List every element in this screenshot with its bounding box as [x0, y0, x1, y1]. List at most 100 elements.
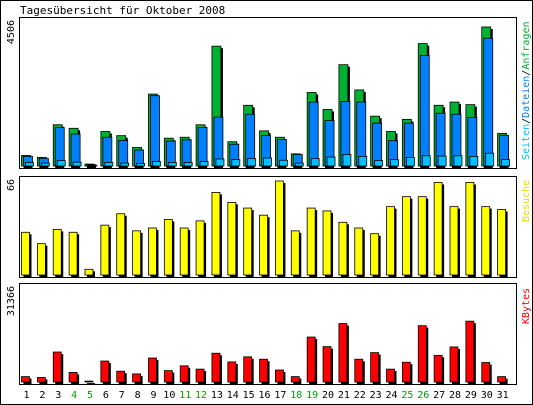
- kbytes-bar: [243, 356, 253, 383]
- visits-bar: [36, 243, 46, 276]
- hits-bar-shadow: [86, 166, 96, 168]
- pages-bar: [56, 160, 66, 167]
- visits-bar: [417, 196, 427, 276]
- kbytes-bar: [401, 361, 411, 383]
- kbytes-bar: [116, 370, 126, 383]
- kbytes-bar: [227, 361, 237, 383]
- kbytes-panel: 31366 KBytes: [6, 283, 532, 385]
- kbytes-bar: [417, 325, 427, 383]
- day-label: 25: [401, 390, 413, 401]
- pages-bar: [25, 162, 34, 167]
- pages-bar: [231, 159, 241, 167]
- pages-bar: [120, 162, 130, 167]
- visits-bar: [259, 214, 268, 276]
- legend-part: /: [521, 118, 532, 124]
- pages-bar: [279, 159, 288, 167]
- kbytes-bars: [21, 320, 508, 384]
- visits-bar: [465, 182, 475, 276]
- day-label: 18: [290, 390, 302, 401]
- pages-bar: [405, 156, 415, 167]
- pages-bar: [167, 162, 177, 167]
- day-label: 12: [195, 390, 207, 401]
- kbytes-bar: [259, 358, 268, 383]
- requests-legend: Seiten/Dateien/Anfragen: [521, 21, 532, 160]
- day-label: 10: [163, 390, 175, 401]
- visits-bar: [449, 206, 459, 276]
- pages-bar: [104, 162, 114, 167]
- kbytes-bar: [386, 368, 395, 383]
- kbytes-bar: [481, 362, 491, 383]
- day-label: 17: [274, 390, 286, 401]
- pages-bar: [199, 161, 209, 167]
- visits-bar: [211, 191, 221, 276]
- pages-bar: [501, 159, 511, 167]
- kbytes-bar: [306, 336, 316, 383]
- pages-bar: [342, 154, 352, 167]
- kbytes-bar: [68, 372, 78, 383]
- pages-bar: [485, 152, 495, 167]
- kbytes-bar: [338, 323, 348, 383]
- day-label: 21: [338, 390, 350, 401]
- day-label: 26: [417, 390, 429, 401]
- files-bar: [102, 136, 113, 167]
- day-label: 23: [370, 390, 382, 401]
- requests-bars: [21, 26, 511, 169]
- visits-bar: [179, 227, 189, 276]
- day-label: 3: [55, 390, 61, 401]
- pages-bar: [358, 156, 368, 167]
- files-bar: [197, 127, 208, 167]
- files-bar: [150, 95, 160, 167]
- pages-bar: [263, 157, 272, 167]
- day-label: 19: [306, 390, 318, 401]
- legend-part: Dateien: [521, 76, 532, 118]
- visits-bars: [21, 180, 508, 277]
- kbytes-axis-max-label: 31366: [6, 286, 17, 316]
- visits-bar: [243, 207, 253, 276]
- files-bar: [372, 122, 383, 167]
- visits-bar: [275, 180, 284, 276]
- visits-bar: [163, 219, 173, 276]
- pages-bar: [469, 156, 479, 167]
- pages-bar: [136, 163, 145, 167]
- visits-bar: [21, 231, 30, 276]
- requests-axis-max-label: 4506: [6, 20, 17, 44]
- visits-bar: [290, 230, 300, 276]
- day-label: 27: [433, 390, 445, 401]
- kbytes-bar: [100, 360, 110, 383]
- pages-bar: [374, 160, 384, 167]
- day-label: 11: [179, 390, 191, 401]
- kbytes-bar: [354, 358, 364, 383]
- kbytes-bar: [370, 352, 380, 383]
- kbytes-bar: [449, 346, 459, 383]
- visits-bar: [338, 221, 348, 276]
- kbytes-bar: [148, 357, 157, 383]
- visits-bar: [100, 224, 110, 276]
- kbytes-bar: [163, 370, 173, 383]
- day-label: 14: [227, 390, 239, 401]
- kbytes-bar: [21, 376, 30, 383]
- visits-bar: [433, 182, 443, 276]
- chart-title: Tagesübersicht für Oktober 2008: [20, 4, 225, 17]
- legend-part: Anfragen: [521, 21, 532, 69]
- day-label: 2: [39, 390, 45, 401]
- legend-part: Seiten: [521, 124, 532, 160]
- visits-bar: [227, 201, 237, 276]
- day-label: 29: [465, 390, 477, 401]
- pages-bar: [437, 155, 447, 167]
- visits-bar: [84, 268, 94, 276]
- pages-bar: [294, 162, 304, 167]
- pages-bar: [183, 162, 193, 167]
- day-label: 5: [87, 390, 93, 401]
- kbytes-bar: [211, 352, 221, 383]
- files-bar: [419, 55, 430, 167]
- pages-bar: [247, 158, 257, 167]
- visits-bar: [370, 233, 380, 276]
- day-label: 22: [354, 390, 366, 401]
- pages-bar: [390, 159, 399, 167]
- files-bar: [118, 140, 129, 167]
- kbytes-bar: [433, 354, 443, 383]
- files-bar: [308, 101, 319, 167]
- pages-bar: [421, 155, 431, 167]
- day-label: 1: [23, 390, 29, 401]
- day-label: 15: [243, 390, 255, 401]
